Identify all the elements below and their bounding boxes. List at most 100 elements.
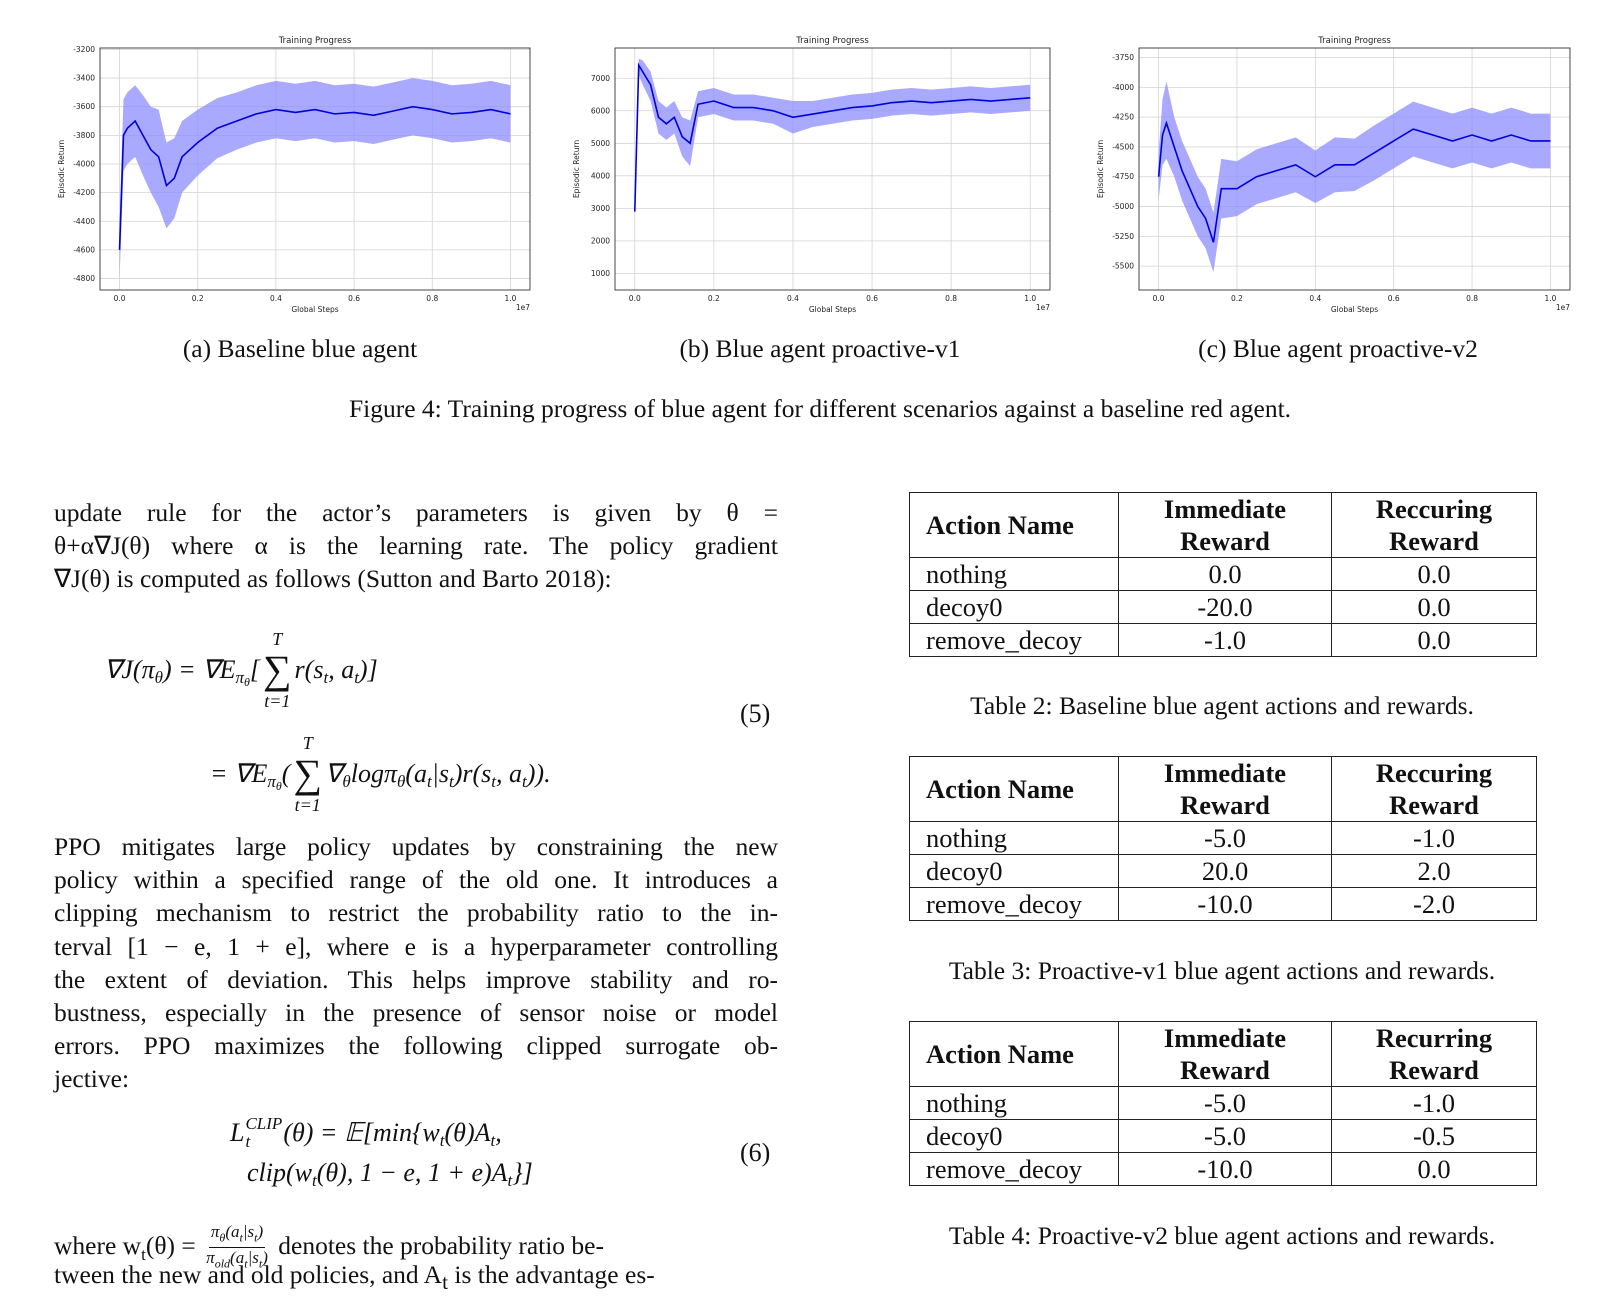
plot-frame — [1138, 47, 1571, 291]
y-axis-label: Episodic Return — [57, 140, 66, 199]
mean-line — [1157, 120, 1551, 243]
table-cell: decoy0 — [909, 590, 1119, 624]
table-row: decoy0 -5.0 -0.5 — [909, 1119, 1537, 1153]
math-script: θ — [154, 668, 163, 687]
math-text: )] — [358, 655, 378, 684]
equation-line: L CLIP t (θ) = 𝔼[min{w t (θ)A t, — [230, 1115, 502, 1151]
text: denotes the probability ratio be- — [271, 1230, 604, 1260]
subscript: t — [245, 1132, 251, 1151]
sum-symbol: ∑ — [263, 647, 292, 692]
header-cell: Reccuring Reward — [1331, 756, 1537, 822]
math-text: r(s — [294, 655, 324, 684]
y-tick-label: 1000 — [591, 269, 610, 278]
paragraph: where wt(θ) = πθ(at|st) πold(at|st) denot… — [54, 1222, 778, 1274]
table-cell: 0.0 — [1331, 623, 1537, 657]
math-text: t — [239, 1230, 243, 1245]
y-tick-label: -4750 — [1112, 172, 1134, 181]
y-tick-label: -4000 — [1112, 83, 1134, 92]
x-tick-label: 0.6 — [866, 294, 878, 303]
data-table: Action Name Immediate Reward Recurring Rew… — [909, 1021, 1537, 1186]
y-tick-label: -4500 — [1112, 142, 1134, 151]
math-text: logπ — [350, 759, 397, 788]
y-tick-label: -5250 — [1112, 232, 1134, 241]
numerator: πθ(at|st) — [208, 1222, 266, 1249]
header-row: Action Name Immediate Reward Reccuring Rew… — [909, 492, 1537, 558]
x-tick-label: 1.0 — [1024, 294, 1036, 303]
y-axis-label: Episodic Return — [1096, 140, 1105, 199]
y-tick-label: 3000 — [591, 204, 610, 213]
math-text: , — [495, 1118, 502, 1147]
math-script: π — [267, 772, 276, 791]
plot-frame — [614, 47, 1051, 291]
y-tick-label: -3750 — [1112, 53, 1134, 62]
math-script: t — [490, 1131, 496, 1150]
band — [119, 78, 511, 279]
y-tick-label: 6000 — [591, 106, 610, 115]
text-line: terval [1 − e, 1 + e], where e is a hype… — [54, 931, 778, 961]
y-tick-label: -3800 — [73, 131, 95, 140]
chart-title: Training Progress — [795, 36, 869, 46]
y-tick-label: -4250 — [1112, 113, 1134, 122]
math-script: t — [427, 772, 432, 791]
text-line: jective: — [54, 1064, 130, 1094]
table-row: nothing -5.0 -1.0 — [909, 821, 1537, 855]
paragraph: PPO mitigates large policy updates by co… — [54, 830, 778, 1096]
y-tick-label: -4000 — [73, 159, 95, 168]
y-tick-label: -3600 — [73, 102, 95, 111]
text-line: ∇J(θ) is computed as follows (Sutton and… — [54, 564, 612, 594]
math-text: ∇J(π — [104, 655, 155, 684]
math-text: }] — [512, 1158, 533, 1187]
math-text: ) = ∇E — [162, 655, 236, 684]
page: {"chart_data": [ {"type": "line", "title… — [54, 36, 1571, 1295]
math-script: t — [522, 772, 527, 791]
x-offset-label: 1e7 — [516, 303, 530, 312]
paragraph: tween the new and old policies, and At i… — [54, 1258, 778, 1299]
equation-line: clip(w t (θ), 1 − e, 1 + e)A t}] — [247, 1158, 533, 1190]
math-text: [ — [249, 655, 261, 684]
data-table: Action Name Immediate Reward Reccuring Rew… — [909, 756, 1537, 921]
text-line: errors. PPO maximizes the following clip… — [54, 1031, 778, 1061]
sum-limit: T — [302, 733, 313, 753]
equation-line: = ∇E π θ(T ∑ t=1 ∇ θ logπ θ (a t |s t)r(s t, a t)). — [210, 732, 551, 816]
math-text: )). — [526, 759, 551, 788]
fraction: πθ(at|st) πold(at|st) — [206, 1222, 268, 1274]
text-line: θ+α∇J(θ) where α is the learning rate. T… — [54, 531, 778, 561]
math-text: |s — [431, 759, 449, 788]
table-cell: 20.0 — [1118, 854, 1332, 888]
math-script: θ — [396, 772, 406, 791]
sum-group: T ∑ t=1 — [263, 628, 292, 712]
x-tick-label: 1.0 — [1544, 294, 1556, 303]
math-text: , a — [496, 759, 523, 788]
x-tick-label: 0.4 — [787, 294, 799, 303]
math-script: t — [323, 668, 329, 687]
math-text: θ — [219, 1230, 226, 1245]
table-cell: nothing — [909, 557, 1119, 591]
text-line: update rule for the actor’s parameters i… — [54, 498, 778, 527]
x-tick-label: 0.2 — [192, 294, 204, 303]
table-cell: -5.0 — [1118, 821, 1332, 855]
table-cell: 0.0 — [1331, 557, 1537, 591]
x-tick-label: 0.0 — [114, 294, 126, 303]
y-tick-label: 4000 — [591, 171, 610, 180]
math-text: = ∇E — [210, 759, 268, 788]
table-cell: -1.0 — [1118, 623, 1332, 657]
table-row: remove_decoy -10.0 0.0 — [909, 1152, 1537, 1186]
math-text: ∇ — [324, 759, 343, 788]
table-cell: -10.0 — [1118, 1152, 1332, 1186]
table-row: remove_decoy -10.0 -2.0 — [909, 887, 1537, 921]
x-axis-label: Global Steps — [809, 305, 856, 314]
math-text: |s — [247, 1248, 259, 1268]
y-axis-label: Episodic Return — [572, 140, 581, 199]
table-cell: nothing — [909, 821, 1119, 855]
math-text: |s — [242, 1222, 255, 1241]
band — [1158, 81, 1551, 273]
table-cell: -5.0 — [1118, 1086, 1332, 1120]
math-text: (θ) = 𝔼[min{w — [283, 1118, 440, 1147]
math-text: , a — [328, 655, 355, 684]
header-cell: Action Name — [909, 1021, 1119, 1087]
y-tick-label: -5000 — [1112, 202, 1134, 211]
math-script: t — [449, 772, 454, 791]
table-cell: -2.0 — [1331, 887, 1537, 921]
mean-line — [633, 62, 1031, 212]
math-script: t — [491, 772, 497, 791]
